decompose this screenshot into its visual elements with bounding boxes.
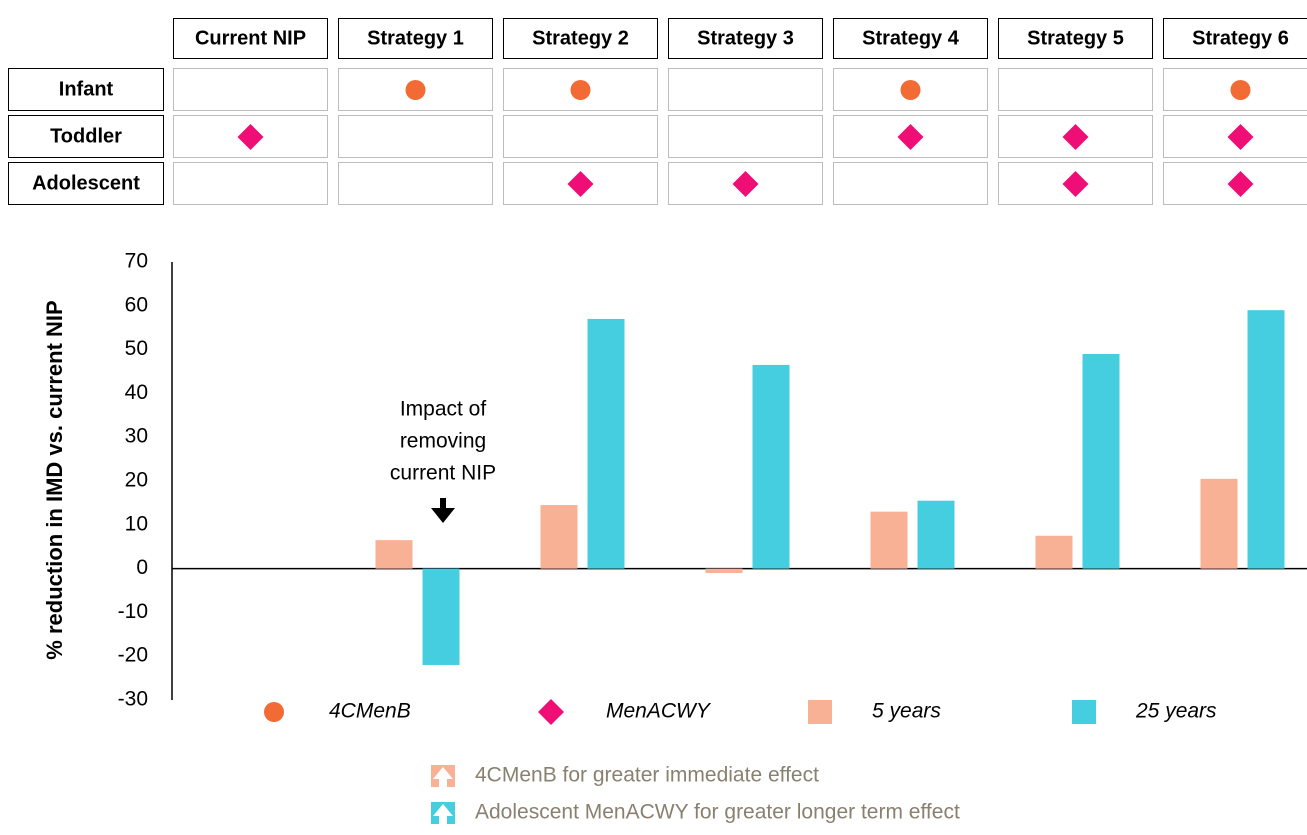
- annotation: removing: [400, 430, 486, 453]
- y-tick-label: 50: [125, 337, 148, 360]
- legend-label: MenACWY: [606, 700, 712, 723]
- y-tick-label: 70: [125, 250, 148, 273]
- bar: [706, 569, 743, 573]
- bar: [588, 319, 625, 569]
- annotation: Impact of: [400, 398, 487, 421]
- y-tick-label: 0: [136, 556, 148, 579]
- header-label: Strategy 3: [697, 27, 794, 49]
- y-tick-label: 10: [125, 512, 148, 535]
- y-tick-label: 30: [125, 425, 148, 448]
- schedule-cell: [174, 163, 328, 205]
- annotation-arrow-head: [431, 508, 455, 523]
- y-tick-label: -30: [118, 688, 148, 711]
- bar: [423, 569, 460, 665]
- row-label: Adolescent: [32, 172, 140, 194]
- schedule-marker: [406, 80, 426, 100]
- schedule-cell: [669, 116, 823, 158]
- legend-label: 25 years: [1135, 700, 1217, 723]
- bar: [1036, 536, 1073, 569]
- bar: [918, 501, 955, 569]
- header-label: Strategy 4: [862, 27, 960, 49]
- header-label: Strategy 2: [532, 27, 629, 49]
- y-tick-label: 60: [125, 293, 148, 316]
- y-tick-label: -10: [118, 600, 148, 623]
- schedule-marker: [901, 80, 921, 100]
- schedule-cell: [504, 116, 658, 158]
- annotation: current NIP: [390, 462, 496, 485]
- header-label: Strategy 6: [1192, 27, 1289, 49]
- schedule-marker: [571, 80, 591, 100]
- y-axis-label: % reduction in IMD vs. current NIP: [42, 300, 67, 659]
- legend-marker: [264, 702, 284, 722]
- note-text: Adolescent MenACWY for greater longer te…: [475, 801, 960, 824]
- bar: [871, 512, 908, 569]
- schedule-cell: [999, 69, 1153, 111]
- legend-swatch: [1072, 700, 1096, 724]
- schedule-cell: [339, 163, 493, 205]
- row-label: Toddler: [50, 125, 122, 147]
- schedule-cell: [669, 69, 823, 111]
- y-tick-label: 40: [125, 381, 148, 404]
- bar: [541, 505, 578, 569]
- schedule-cell: [174, 69, 328, 111]
- note-text: 4CMenB for greater immediate effect: [475, 764, 819, 787]
- schedule-marker: [1231, 80, 1251, 100]
- bar: [753, 365, 790, 569]
- header-label: Strategy 5: [1027, 27, 1124, 49]
- header-label: Strategy 1: [367, 27, 464, 49]
- header-label: Current NIP: [195, 27, 306, 49]
- y-tick-label: -20: [118, 644, 148, 667]
- schedule-cell: [339, 116, 493, 158]
- schedule-cell: [834, 163, 988, 205]
- bar: [376, 540, 413, 568]
- legend-marker: [538, 699, 564, 725]
- legend-label: 4CMenB: [329, 700, 411, 723]
- bar: [1248, 310, 1285, 568]
- row-label: Infant: [59, 78, 114, 100]
- legend-label: 5 years: [872, 700, 941, 723]
- bar: [1083, 354, 1120, 569]
- bar: [1201, 479, 1238, 569]
- y-tick-label: 20: [125, 469, 148, 492]
- legend-swatch: [808, 700, 832, 724]
